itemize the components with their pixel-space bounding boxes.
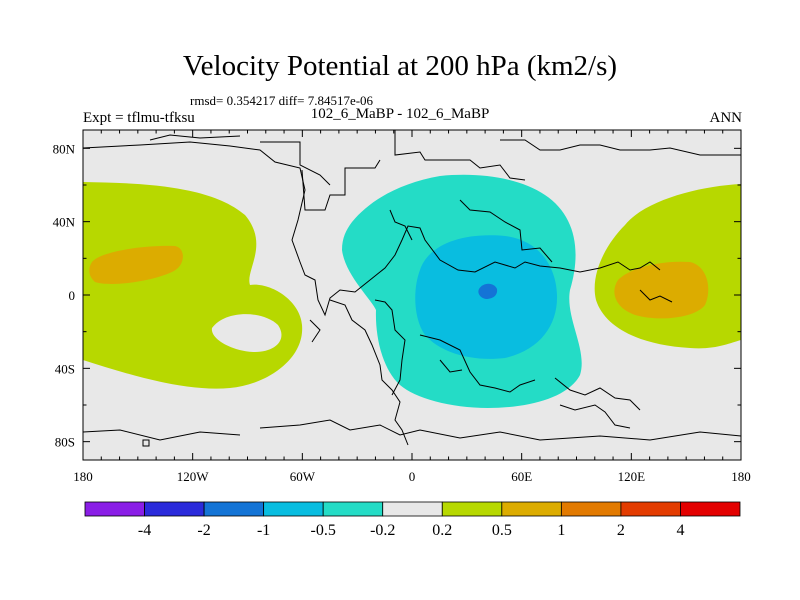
colorbar-swatch <box>263 501 324 517</box>
colorbar-label: 0.5 <box>492 522 512 539</box>
experiment-label: Expt = tflmu-tfksu <box>83 110 195 126</box>
colorbar-label: 0.2 <box>432 522 452 539</box>
colorbar: -4 -2 -1 -0.5 -0.2 0.2 0.5 1 2 4 <box>84 501 741 539</box>
x-tick-label: 120E <box>618 469 646 484</box>
case-label: 102_6_MaBP - 102_6_MaBP <box>310 106 490 122</box>
colorbar-label: -4 <box>138 522 151 539</box>
africa-min-region <box>478 283 498 299</box>
axis-ticks: 180 120W 60W 0 60E 120E 180 80N 40N 0 40S 80S <box>53 130 751 484</box>
colorbar-label: 2 <box>617 522 625 539</box>
colorbar-label: 4 <box>676 522 684 539</box>
colorbar-swatch <box>441 501 503 517</box>
y-tick-label: 80S <box>55 435 75 450</box>
colorbar-swatch <box>203 501 265 517</box>
map-field <box>83 130 741 460</box>
x-tick-label: 180 <box>73 469 93 484</box>
colorbar-swatch <box>680 501 741 517</box>
colorbar-swatch <box>382 501 443 517</box>
y-tick-label: 80N <box>53 141 76 156</box>
colorbar-label: -1 <box>257 522 270 539</box>
colorbar-swatch <box>84 501 145 517</box>
east-pacific-core-region <box>614 261 709 319</box>
colorbar-label: -0.5 <box>311 522 336 539</box>
colorbar-swatch <box>560 501 622 517</box>
y-tick-label: 40S <box>55 361 75 376</box>
colorbar-swatch <box>322 501 384 517</box>
x-tick-label: 120W <box>177 469 210 484</box>
colorbar-label: -2 <box>197 522 210 539</box>
colorbar-swatch <box>501 501 562 517</box>
colorbar-swatch <box>620 501 681 517</box>
colorbar-label: -0.2 <box>370 522 395 539</box>
coastlines <box>83 130 741 447</box>
x-tick-label: 180 <box>731 469 751 484</box>
season-label: ANN <box>709 110 743 126</box>
stats-label: rmsd= 0.354217 diff= 7.84517e-06 <box>190 93 374 108</box>
west-pacific-core-region <box>89 245 183 284</box>
colorbar-swatch <box>144 501 205 517</box>
x-tick-label: 60W <box>290 469 316 484</box>
y-tick-label: 40N <box>53 215 76 230</box>
west-pacific-weak-hole <box>211 314 282 352</box>
x-tick-label: 60E <box>511 469 532 484</box>
x-tick-label: 0 <box>409 469 416 484</box>
y-tick-label: 0 <box>69 288 76 303</box>
colorbar-label: 1 <box>557 522 565 539</box>
chart-title: Velocity Potential at 200 hPa (km2/s) <box>182 50 618 82</box>
